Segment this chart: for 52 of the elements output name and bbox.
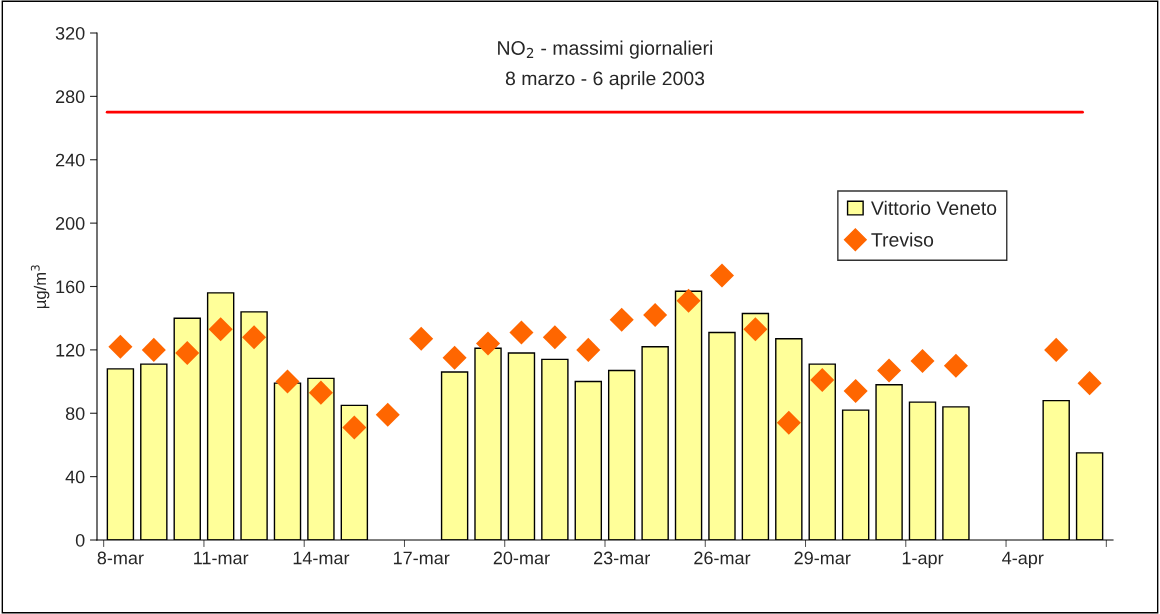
y-axis-title: µg/m$^{3}$ [30,265,50,309]
y-tick-label: 280 [55,90,85,104]
point [843,379,868,404]
x-tick-label: 14-mar [293,551,350,565]
y-tick-label: 0 [75,533,85,547]
point [1044,337,1069,362]
chart-title: NO$_{2}$ - massimi giornalieri [498,40,713,59]
y-tick-label: 120 [56,343,85,357]
point [709,263,734,288]
y-tick-label: 80 [65,407,85,420]
x-tick-label: 26-mar [694,551,751,565]
point [409,326,434,351]
point [910,348,935,373]
x-tick-label: 20-mar [493,551,550,565]
point [242,325,267,350]
legend-label: Treviso [871,232,934,247]
x-tick-label: 8-mar [97,551,144,565]
point [576,337,601,362]
text: 8 marzo - 6 aprile 2003 [505,71,705,90]
point [342,415,367,440]
x-tick-label: 17-mar [393,551,450,565]
x-tick-label: 23-mar [594,551,651,565]
point [542,325,567,350]
point [643,302,668,328]
point [375,402,400,427]
y-tick-label: 40 [65,470,85,484]
point [208,317,233,342]
point [476,331,501,356]
point [810,367,835,393]
legend-label: Vittorio Veneto [870,200,997,216]
x-tick-label: 4-apr [1002,551,1044,568]
point [175,341,200,366]
point [509,320,534,345]
y-tick-label: 320 [55,26,85,40]
point [676,288,701,313]
point [442,345,467,370]
point [308,380,333,405]
point [141,337,166,362]
y-tick-label: 160 [56,280,85,294]
y-tick-label: 200 [55,217,85,230]
x-tick-label: 29-mar [794,551,851,565]
y-tick-label: 240 [55,153,85,167]
point [877,358,902,383]
x-tick-label: 1-apr [902,551,944,568]
x-tick-label: 11-mar [194,551,249,565]
point [743,317,768,342]
point [108,334,133,359]
point [1077,371,1102,396]
point [275,369,300,394]
point [776,410,801,435]
point [609,307,634,332]
point [943,353,968,378]
